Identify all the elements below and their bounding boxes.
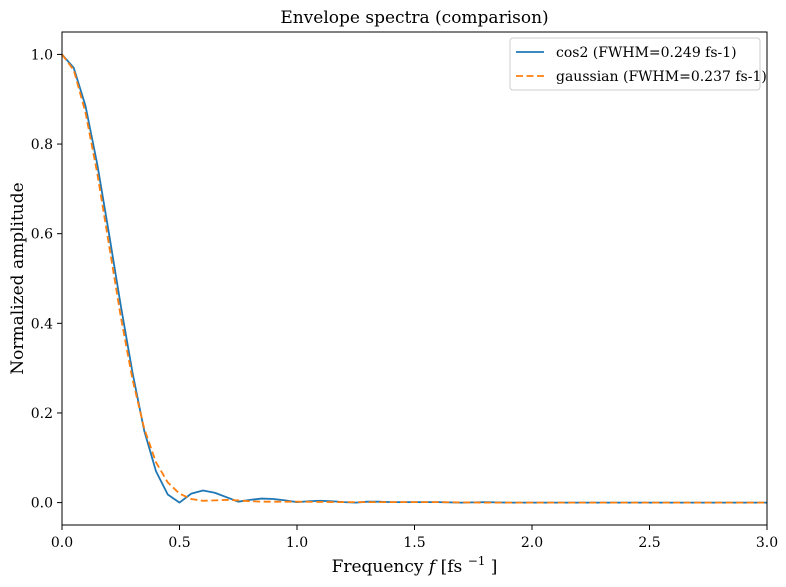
x-axis-title-unit-exponent: −1 xyxy=(468,554,486,568)
y-axis-title: Normalized amplitude xyxy=(8,182,28,374)
x-tick-label: 0.0 xyxy=(51,535,73,551)
x-tick-label: 1.5 xyxy=(403,535,425,551)
y-tick-label: 0.2 xyxy=(31,406,53,422)
x-axis-title-unit-close: ] xyxy=(491,557,498,577)
plot-area: 0.0 0.5 1.0 1.5 2.0 2.5 3.0 0.0 0.2 0.4 0.6 0.8 1.0 xyxy=(31,31,778,551)
y-tick-label: 0.6 xyxy=(31,227,53,243)
y-tick-label: 1.0 xyxy=(31,47,53,63)
legend-label-1: gaussian (FWHM=0.237 fs-1) xyxy=(556,69,767,85)
y-tick-label: 0.8 xyxy=(31,137,53,153)
x-tick-label: 3.0 xyxy=(756,535,778,551)
x-tick-label: 2.0 xyxy=(521,535,543,551)
chart-title: Envelope spectra (comparison) xyxy=(280,8,548,28)
legend-box xyxy=(509,37,761,91)
x-axis-title: Frequency f [fs −1 ] xyxy=(332,550,498,577)
x-tick-label: 2.5 xyxy=(638,535,660,551)
x-axis-title-unit: [fs xyxy=(441,557,463,577)
y-tick-label: 0.4 xyxy=(31,316,53,332)
plot-frame xyxy=(61,31,768,526)
x-axis-title-label: Frequency xyxy=(332,557,424,577)
x-tick-label: 0.5 xyxy=(168,535,190,551)
x-tick-label: 1.0 xyxy=(286,535,308,551)
legend: cos2 (FWHM=0.249 fs-1) gaussian (FWHM=0.2… xyxy=(509,37,767,91)
x-axis-title-symbol: f xyxy=(427,557,438,577)
y-tick-label: 0.0 xyxy=(31,496,53,512)
series-line-0 xyxy=(61,53,767,504)
legend-label-0: cos2 (FWHM=0.249 fs-1) xyxy=(556,45,737,61)
series-line-1 xyxy=(61,53,767,504)
